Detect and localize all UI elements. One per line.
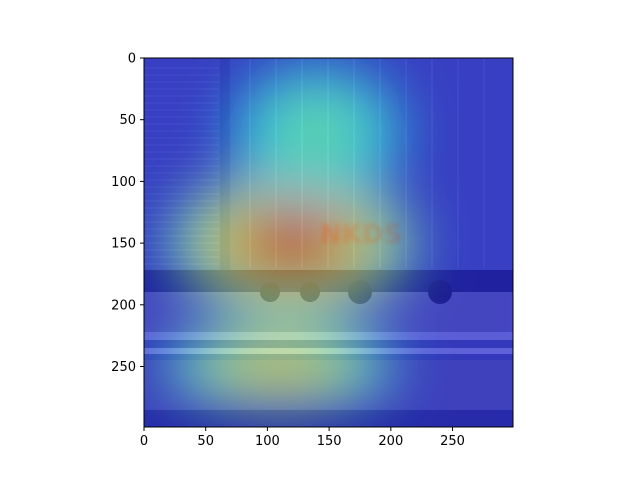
x-tick-label: 200 (378, 434, 403, 449)
heat-region-0 (271, 230, 313, 256)
y-axis: 0 50 100 150 200 250 (111, 52, 144, 375)
heatmap-overlay (144, 58, 513, 427)
x-axis: 0 50 100 150 200 250 (140, 427, 465, 449)
y-tick-label: 100 (111, 175, 136, 190)
x-tick-label: 0 (140, 434, 148, 449)
x-tick-label: 250 (440, 434, 465, 449)
y-tick-label: 250 (111, 360, 136, 375)
y-tick-label: 0 (128, 52, 136, 67)
heat-region-2 (302, 120, 332, 144)
x-tick-label: 100 (255, 434, 280, 449)
y-tick-label: 50 (119, 113, 136, 128)
plot-frame (143, 57, 514, 428)
x-tick-label: 150 (317, 434, 342, 449)
heat-region-1 (260, 359, 300, 374)
plot-area: NKDS (144, 58, 513, 427)
y-tick-label: 200 (111, 298, 136, 313)
x-tick-label: 50 (197, 434, 214, 449)
y-tick-label: 150 (111, 237, 136, 252)
